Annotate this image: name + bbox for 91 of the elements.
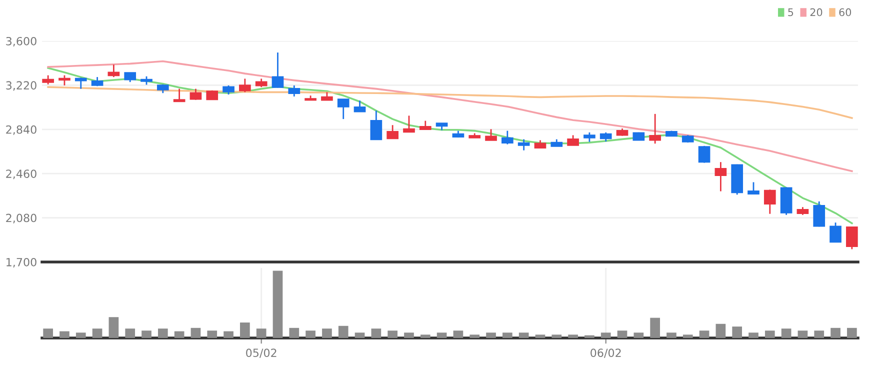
candlestick	[518, 138, 530, 152]
candlestick	[502, 130, 514, 145]
candlestick	[485, 128, 497, 141]
candlestick	[173, 88, 186, 102]
bar	[436, 332, 447, 338]
candlestick	[386, 124, 398, 140]
candlestick	[288, 84, 300, 98]
bar	[617, 330, 628, 338]
bar	[535, 334, 546, 338]
y-tick-label: 1,700	[6, 258, 36, 268]
candlestick	[74, 76, 87, 90]
y-tick-label: 3,220	[6, 81, 36, 91]
bar	[142, 330, 152, 338]
bar	[781, 328, 792, 338]
bar	[60, 331, 70, 338]
bar	[43, 328, 53, 338]
candlestick	[846, 226, 858, 250]
y-tick-label: 3,600	[6, 36, 36, 47]
x-tick-label: 06/02	[590, 348, 621, 358]
bar	[486, 332, 496, 338]
y-tick-label: 2,460	[6, 170, 36, 180]
line-series	[47, 86, 853, 119]
candlestick	[354, 100, 366, 112]
bar	[108, 317, 119, 338]
candlestick	[567, 134, 579, 146]
bar	[650, 318, 660, 338]
bar	[634, 332, 644, 338]
bar	[207, 330, 218, 338]
line-series	[47, 60, 853, 172]
bar	[699, 330, 710, 338]
bar	[666, 332, 676, 338]
bar	[224, 331, 234, 338]
bar	[322, 328, 332, 338]
candlestick	[600, 132, 612, 142]
bar	[568, 334, 578, 338]
candlestick	[108, 64, 120, 78]
candlestick	[830, 222, 842, 244]
candlestick	[370, 110, 382, 141]
candlestick	[239, 78, 251, 93]
bar	[830, 328, 840, 338]
candlestick	[190, 88, 202, 101]
legend-label: 60	[839, 8, 852, 16]
bar	[732, 326, 742, 338]
bar	[338, 326, 348, 338]
bar	[420, 334, 430, 338]
candlestick	[222, 84, 234, 96]
candlestick	[403, 114, 415, 133]
x-tick-label: 05/02	[246, 348, 276, 358]
bar	[388, 330, 398, 338]
bar	[748, 332, 758, 338]
bar	[502, 332, 512, 338]
bar	[584, 335, 594, 338]
bar	[92, 328, 102, 338]
bar	[371, 328, 382, 338]
bar	[404, 332, 414, 338]
bar	[240, 322, 250, 338]
bar	[798, 330, 808, 338]
bar	[847, 328, 857, 338]
bar	[518, 332, 529, 338]
candlestick	[813, 200, 826, 228]
candlestick	[124, 72, 136, 83]
legend-label: 20	[810, 8, 822, 16]
y-tick-label: 2,080	[6, 214, 36, 224]
bar	[272, 270, 283, 338]
y-tick-label: 2,840	[6, 125, 36, 135]
bar	[354, 332, 365, 338]
bar	[174, 331, 184, 338]
candlestick	[748, 182, 760, 195]
bar	[306, 330, 316, 338]
bar	[125, 328, 136, 338]
bar	[552, 334, 562, 338]
bar	[716, 324, 726, 338]
candlestick	[58, 74, 70, 86]
bar	[453, 330, 464, 338]
bar	[682, 334, 693, 338]
bar	[814, 330, 824, 338]
legend-label: 5	[788, 8, 794, 16]
candlestick	[714, 161, 727, 192]
candlestick	[272, 52, 284, 88]
bar	[158, 328, 168, 338]
candlestick	[698, 145, 710, 164]
candlestick	[764, 188, 776, 215]
bar	[76, 332, 86, 338]
bar	[190, 328, 201, 338]
bar	[289, 328, 300, 338]
candlestick	[337, 98, 350, 120]
bar	[470, 334, 480, 338]
bar	[764, 330, 775, 338]
candlestick	[42, 74, 54, 86]
candlestick	[649, 113, 661, 144]
candlestick	[584, 132, 596, 143]
